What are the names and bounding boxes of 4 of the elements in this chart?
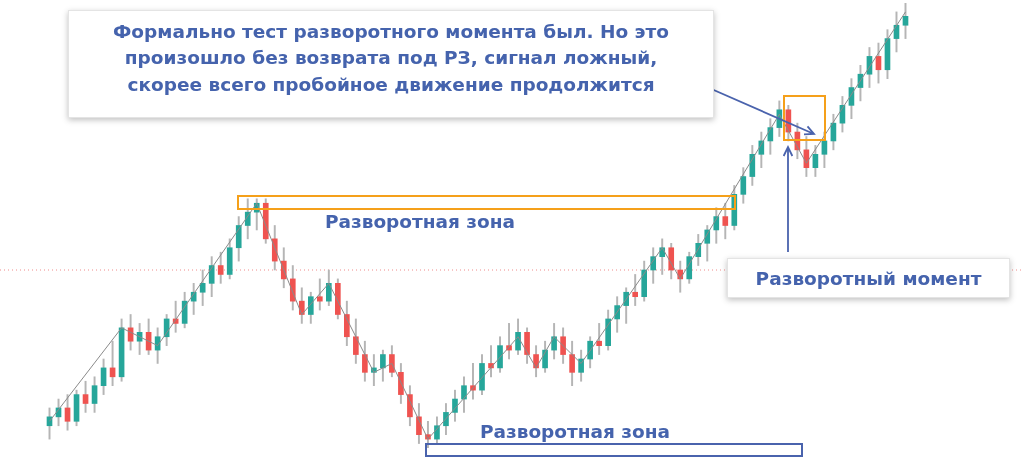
callout-box: Формально тест разворотного момента был. Но это произошло без возврата под РЗ, сигнал ложный, скорее всего пробойное движение продолжится (68, 10, 714, 118)
annotation: Разворотная зона (323, 210, 517, 234)
callout-box: Разворотный момент (727, 258, 1010, 298)
annotation: Разворотная зона (478, 420, 672, 444)
